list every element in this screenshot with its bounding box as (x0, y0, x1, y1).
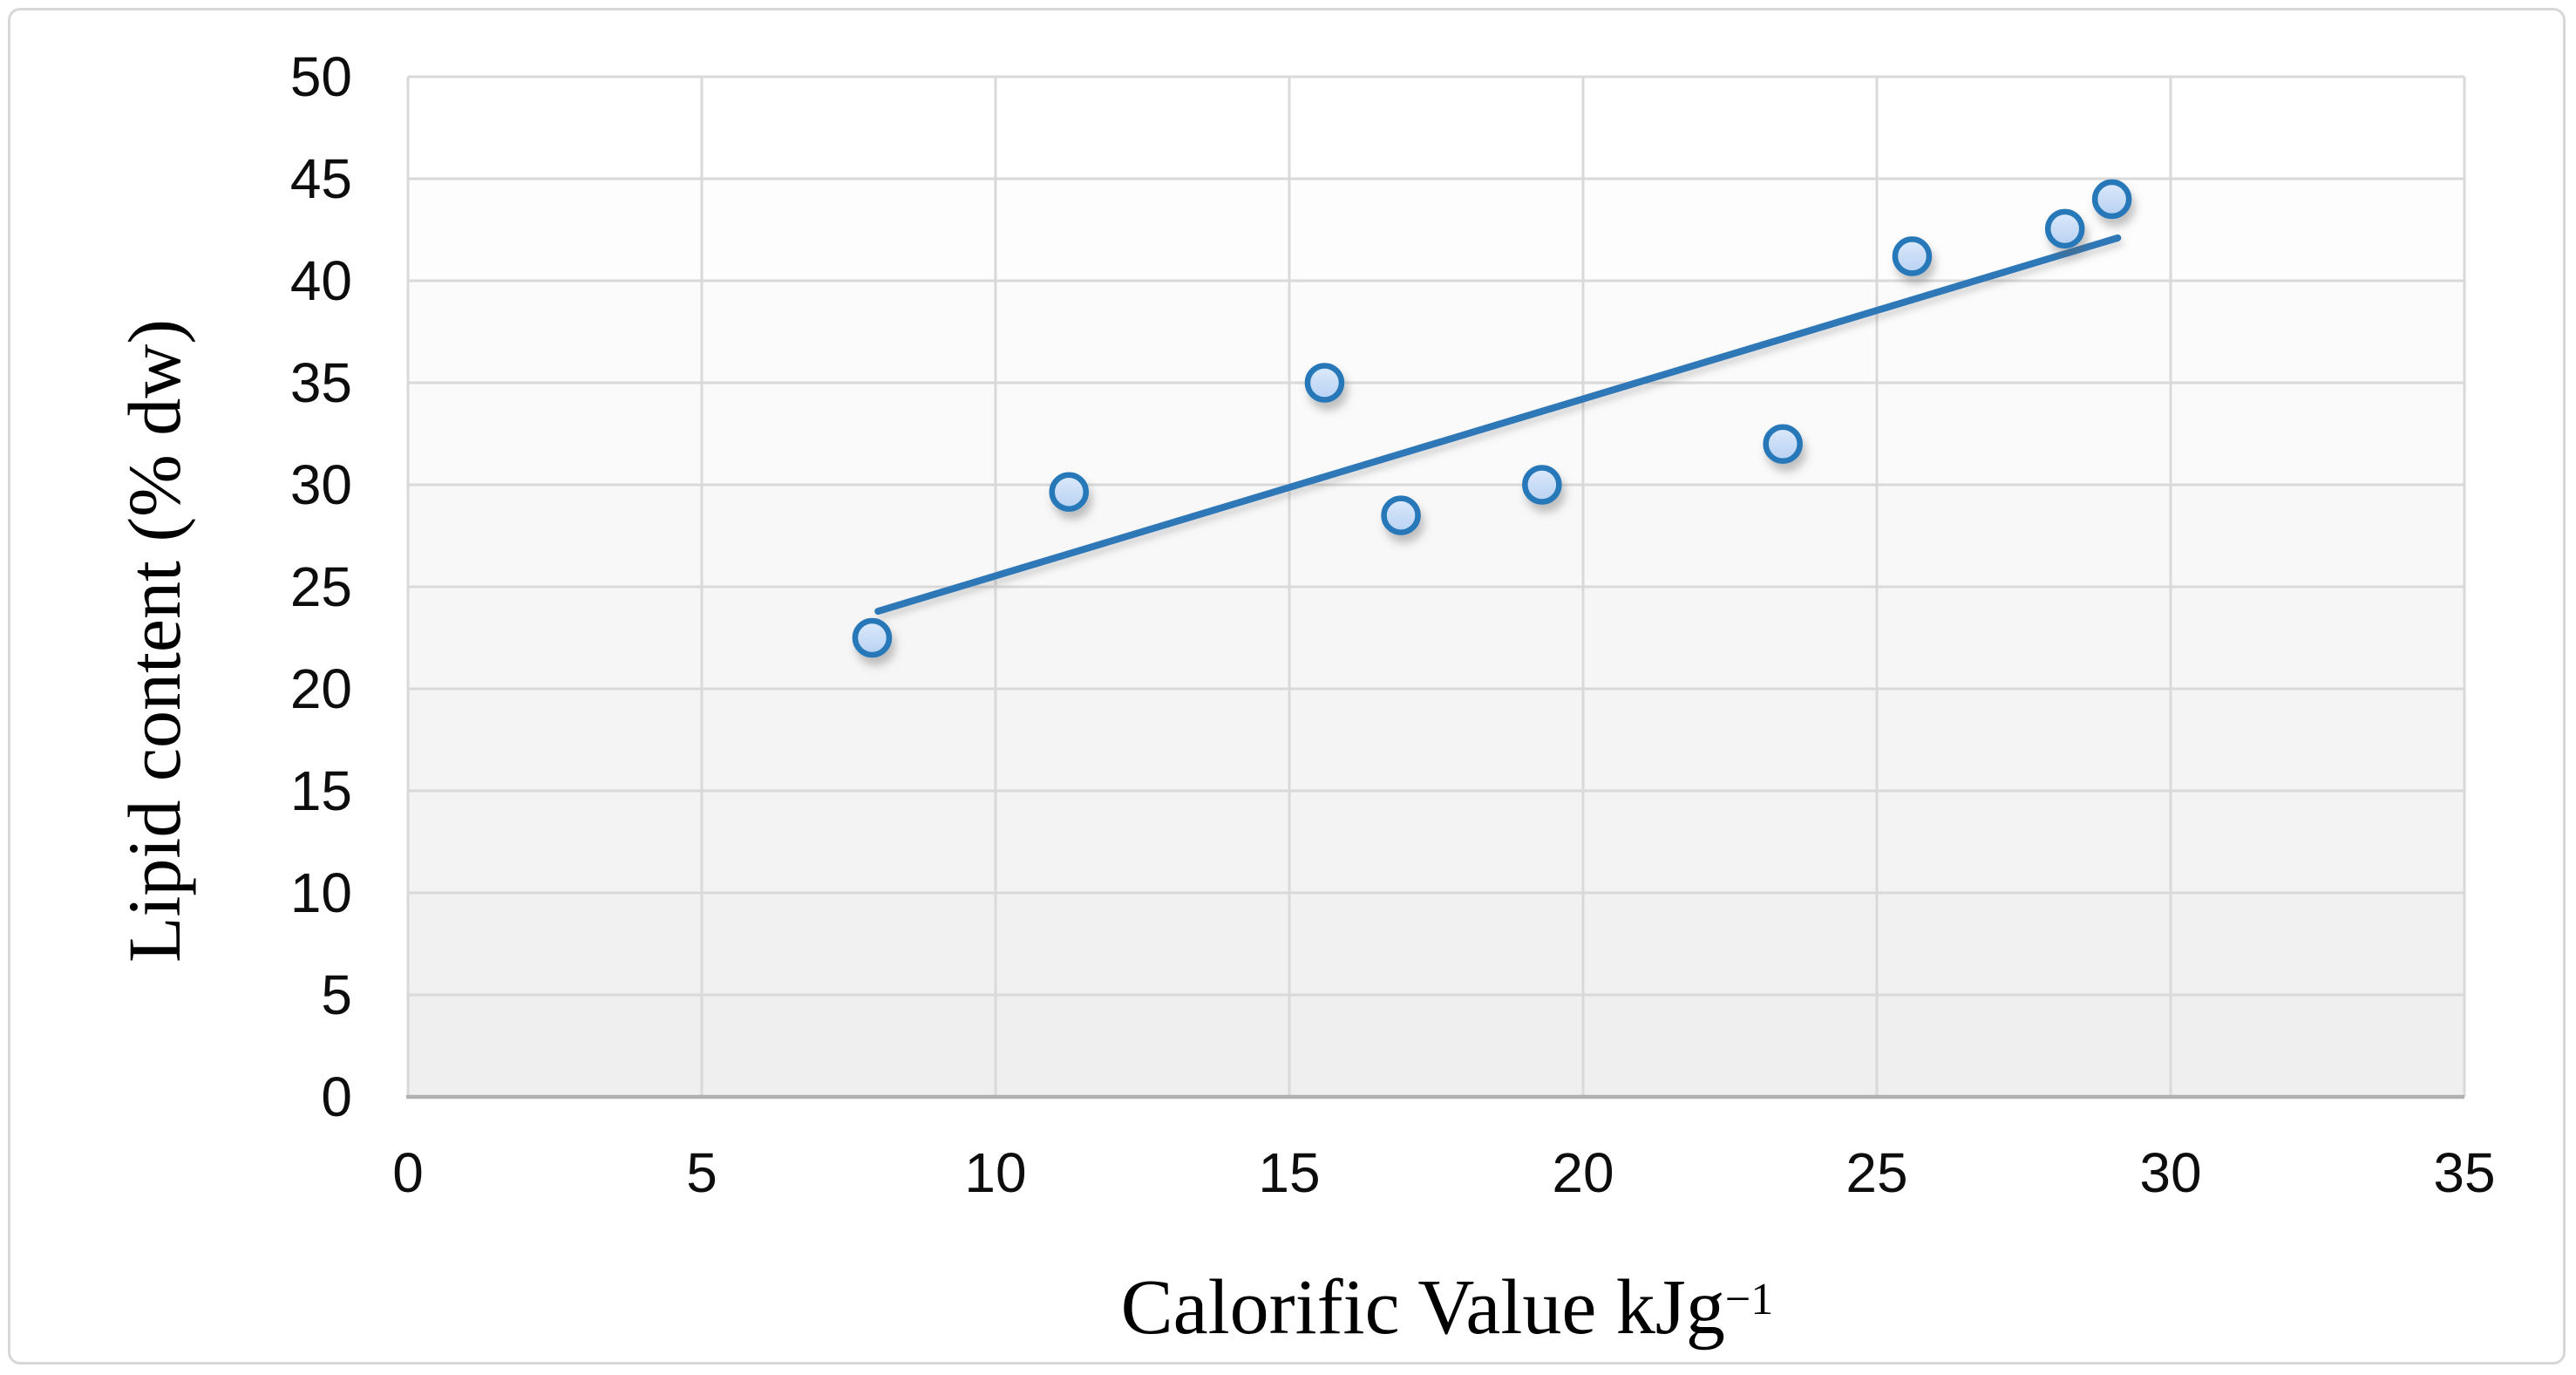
x-tick-label: 15 (1258, 1141, 1320, 1204)
trend-line (874, 234, 2122, 616)
y-tick-label: 45 (290, 147, 352, 210)
tick-labels: 0 5 10 15 20 25 30 35 0 5 10 15 20 25 30 35 40 45 50 (290, 45, 2496, 1204)
data-point (2091, 179, 2132, 220)
y-tick-label: 10 (290, 861, 352, 924)
plot-band (408, 995, 2464, 1097)
y-tick-label: 40 (290, 249, 352, 312)
plot-band (408, 179, 2464, 281)
x-tick-label: 0 (392, 1141, 424, 1204)
x-tick-label: 25 (1845, 1141, 1907, 1204)
data-point (1892, 236, 1933, 276)
plot-band (408, 689, 2464, 791)
data-points (852, 179, 2132, 658)
x-tick-label: 5 (686, 1141, 717, 1204)
x-tick-label: 10 (964, 1141, 1026, 1204)
plot-band (408, 485, 2464, 587)
plot-band (408, 587, 2464, 689)
x-axis-title: Calorific Value kJg−1 (1121, 1269, 1774, 1347)
y-tick-label: 5 (321, 963, 352, 1026)
data-point (852, 617, 893, 658)
gridlines (406, 75, 2466, 1097)
y-tick-label: 25 (290, 555, 352, 618)
y-tick-label: 15 (290, 759, 352, 822)
plot-background-bands (408, 77, 2464, 1097)
data-point (1304, 363, 1345, 403)
plot-band (408, 791, 2464, 893)
data-point (1522, 465, 1562, 505)
data-point (1049, 472, 1089, 512)
x-tick-label: 35 (2433, 1141, 2495, 1204)
y-tick-label: 50 (290, 45, 352, 108)
y-tick-label: 0 (321, 1065, 352, 1128)
plot-band (408, 77, 2464, 179)
y-tick-label: 35 (290, 351, 352, 414)
chart-frame (8, 8, 2566, 1365)
plot-band (408, 281, 2464, 383)
data-point (1763, 424, 1803, 464)
x-tick-label: 20 (1552, 1141, 1614, 1204)
y-tick-label: 30 (290, 453, 352, 516)
x-tick-label: 30 (2139, 1141, 2201, 1204)
y-tick-label: 20 (290, 657, 352, 720)
x-axis-title-superscript: −1 (1724, 1274, 1774, 1325)
data-point (2044, 208, 2085, 249)
data-point (1381, 495, 1421, 535)
y-axis-title: Lipid content (% dw) (112, 319, 196, 963)
plot-band (408, 893, 2464, 995)
plot-band (408, 383, 2464, 485)
x-axis-title-main: Calorific Value kJg (1120, 1264, 1725, 1351)
linear-trend-line (874, 234, 2122, 616)
